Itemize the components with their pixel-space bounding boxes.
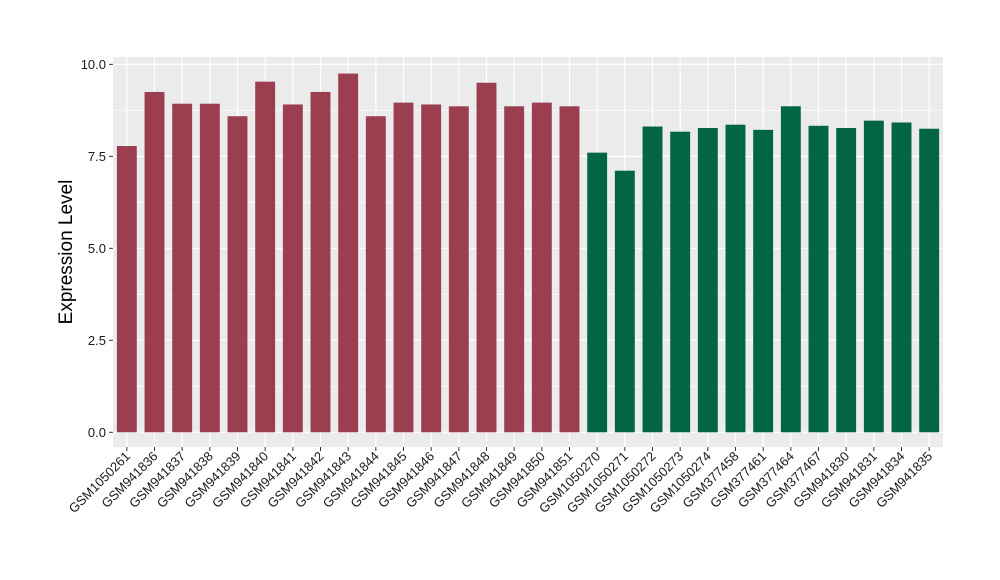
bar-GSM941831[interactable] <box>863 120 884 433</box>
y-axis: 0.0 2.5 5.0 7.5 10.0 <box>81 57 113 440</box>
y-tick-label: 5.0 <box>88 241 106 256</box>
bar-GSM377467[interactable] <box>808 125 829 433</box>
bar-GSM1050273[interactable] <box>670 131 691 433</box>
y-tick-label: 7.5 <box>88 149 106 164</box>
bar-GSM941850[interactable] <box>531 102 552 433</box>
y-tick-label: 0.0 <box>88 425 106 440</box>
bar-GSM1050270[interactable] <box>587 152 608 433</box>
bar-GSM941834[interactable] <box>891 122 912 433</box>
plot-panel <box>113 57 943 447</box>
bar-GSM941836[interactable] <box>144 91 165 433</box>
bar-GSM941837[interactable] <box>172 103 193 433</box>
bar-GSM941841[interactable] <box>282 104 303 433</box>
bar-GSM941838[interactable] <box>199 103 220 433</box>
bar-GSM941842[interactable] <box>310 91 331 433</box>
bar-GSM941851[interactable] <box>559 106 580 433</box>
bar-GSM1050271[interactable] <box>614 170 635 433</box>
bar-GSM941840[interactable] <box>255 81 276 433</box>
bars <box>116 73 940 433</box>
x-axis: GSM1050261GSM941836GSM941837GSM941838GSM… <box>66 447 935 516</box>
y-tick-label: 10.0 <box>81 57 106 72</box>
y-tick-label: 2.5 <box>88 333 106 348</box>
bar-GSM941845[interactable] <box>393 102 414 433</box>
bar-GSM941843[interactable] <box>338 73 359 433</box>
y-axis-title: Expression Level <box>56 180 77 325</box>
bar-GSM941839[interactable] <box>227 116 248 433</box>
bar-GSM377464[interactable] <box>780 106 801 433</box>
bar-GSM941830[interactable] <box>836 128 857 433</box>
bar-GSM941849[interactable] <box>504 106 525 433</box>
bar-GSM941835[interactable] <box>919 128 940 433</box>
bar-GSM1050274[interactable] <box>697 128 718 433</box>
bar-GSM1050272[interactable] <box>642 126 663 433</box>
bar-GSM941844[interactable] <box>365 116 386 433</box>
bar-GSM377458[interactable] <box>725 124 746 433</box>
bar-GSM941846[interactable] <box>421 104 442 433</box>
bar-GSM1050261[interactable] <box>116 146 137 433</box>
bar-GSM377461[interactable] <box>753 129 774 433</box>
bar-GSM941848[interactable] <box>476 82 497 433</box>
bar-GSM941847[interactable] <box>448 106 469 433</box>
